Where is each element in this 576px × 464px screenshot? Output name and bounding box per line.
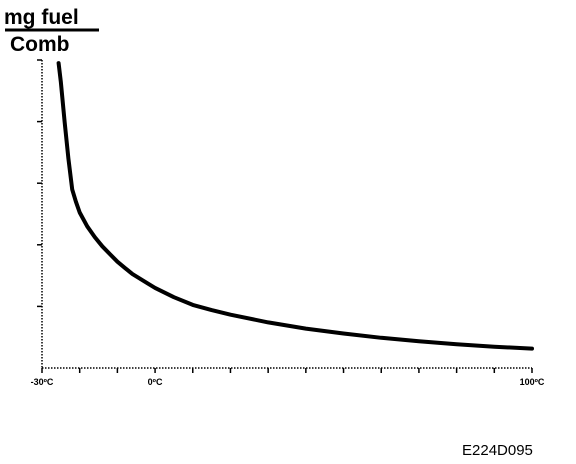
- x-axis-ticks: [41, 368, 533, 373]
- series-layer: [56, 61, 534, 351]
- x-tick-label: 0ºC: [148, 377, 163, 387]
- x-tick-label: -30ºC: [31, 377, 54, 387]
- x-axis-tick-labels: -30ºC 0ºC 100ºC: [31, 377, 545, 387]
- x-tick-label: 100ºC: [520, 377, 545, 387]
- y-axis-label-numerator: mg fuel: [4, 6, 79, 29]
- y-axis-ticks: [37, 59, 42, 308]
- y-axis-label-denominator: Comb: [10, 33, 70, 56]
- figure-code: E224D095: [462, 442, 533, 459]
- series-line-0: [56, 61, 534, 351]
